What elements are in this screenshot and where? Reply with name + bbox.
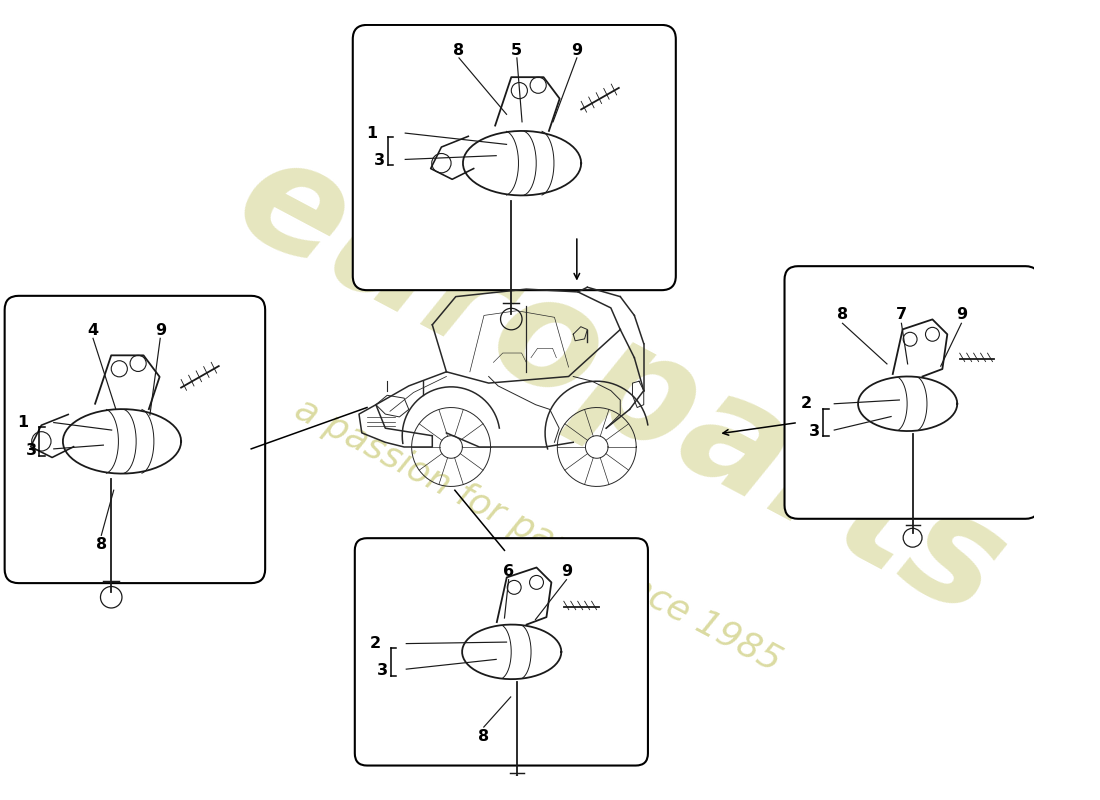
Text: 9: 9: [561, 564, 572, 579]
FancyBboxPatch shape: [353, 25, 675, 290]
Text: 8: 8: [478, 729, 490, 743]
Text: a passion for parts since 1985: a passion for parts since 1985: [288, 392, 786, 678]
FancyBboxPatch shape: [4, 296, 265, 583]
Text: 1: 1: [366, 126, 377, 141]
Text: 3: 3: [25, 443, 36, 458]
Text: 1: 1: [18, 415, 29, 430]
FancyBboxPatch shape: [784, 266, 1040, 518]
Text: 7: 7: [895, 306, 908, 322]
Text: 3: 3: [377, 663, 388, 678]
Text: 8: 8: [453, 43, 464, 58]
Text: 4: 4: [88, 323, 99, 338]
FancyBboxPatch shape: [355, 538, 648, 766]
Text: 6: 6: [503, 564, 514, 579]
Text: 2: 2: [370, 636, 381, 651]
Text: 2: 2: [801, 396, 812, 411]
Text: 3: 3: [808, 424, 821, 439]
Text: europarts: europarts: [212, 121, 1028, 649]
Text: 8: 8: [837, 306, 848, 322]
Text: 8: 8: [96, 537, 107, 552]
Text: 9: 9: [155, 323, 166, 338]
Text: 5: 5: [512, 43, 522, 58]
Text: 3: 3: [374, 154, 385, 169]
Text: 9: 9: [956, 306, 967, 322]
Text: 9: 9: [571, 43, 582, 58]
